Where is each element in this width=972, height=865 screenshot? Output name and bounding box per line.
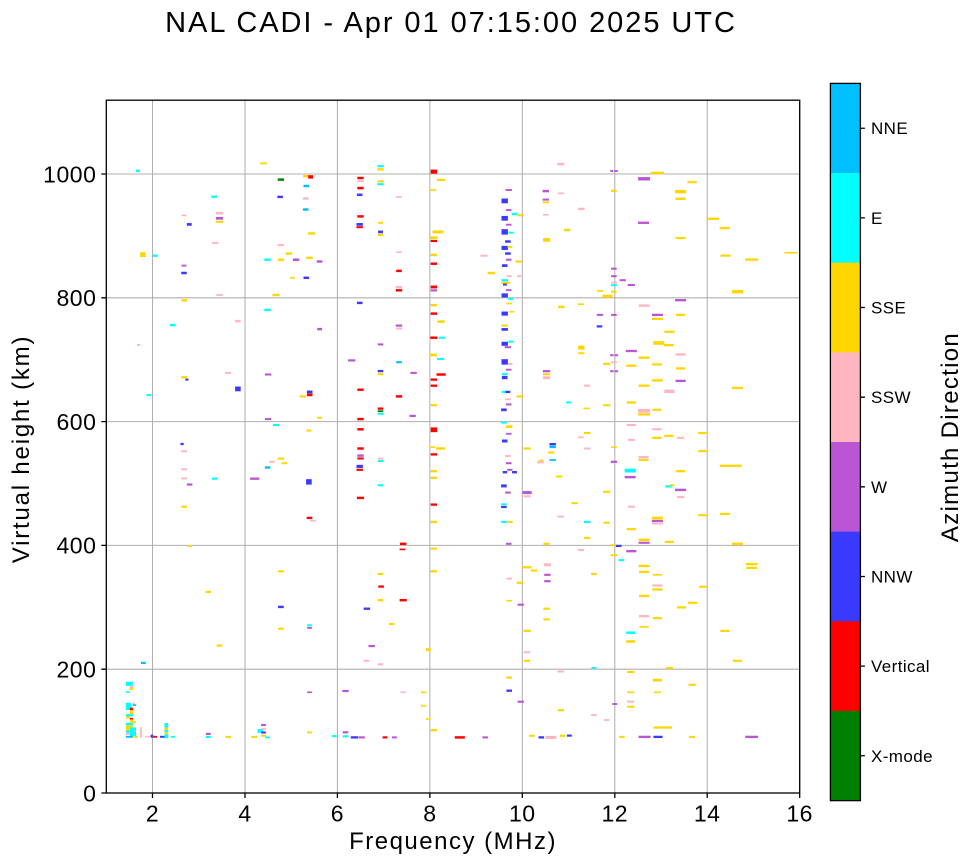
svg-text:X-mode: X-mode [871, 747, 933, 766]
svg-text:NNW: NNW [871, 567, 913, 586]
svg-text:NNE: NNE [871, 119, 908, 138]
svg-text:SSW: SSW [871, 388, 911, 407]
svg-text:200: 200 [56, 657, 96, 683]
svg-text:E: E [871, 209, 883, 228]
svg-text:400: 400 [56, 533, 96, 559]
svg-text:W: W [871, 478, 887, 497]
svg-text:SSE: SSE [871, 299, 906, 318]
svg-text:NAL CADI - Apr 01 07:15:00 202: NAL CADI - Apr 01 07:15:00 2025 UTC [165, 7, 737, 39]
svg-text:Vertical: Vertical [871, 657, 930, 676]
svg-text:2: 2 [146, 801, 159, 827]
svg-text:6: 6 [331, 801, 344, 827]
svg-text:10: 10 [509, 801, 536, 827]
svg-text:Virtual height (km): Virtual height (km) [8, 335, 35, 564]
svg-text:14: 14 [694, 801, 721, 827]
svg-text:16: 16 [786, 801, 813, 827]
svg-text:0: 0 [83, 780, 96, 806]
svg-text:1000: 1000 [43, 161, 96, 187]
svg-text:600: 600 [56, 409, 96, 435]
svg-text:4: 4 [238, 801, 251, 827]
svg-text:12: 12 [602, 801, 629, 827]
svg-text:Azimuth Direction: Azimuth Direction [937, 332, 964, 542]
svg-text:Frequency (MHz): Frequency (MHz) [349, 828, 557, 855]
svg-text:800: 800 [56, 285, 96, 311]
svg-text:8: 8 [423, 801, 436, 827]
